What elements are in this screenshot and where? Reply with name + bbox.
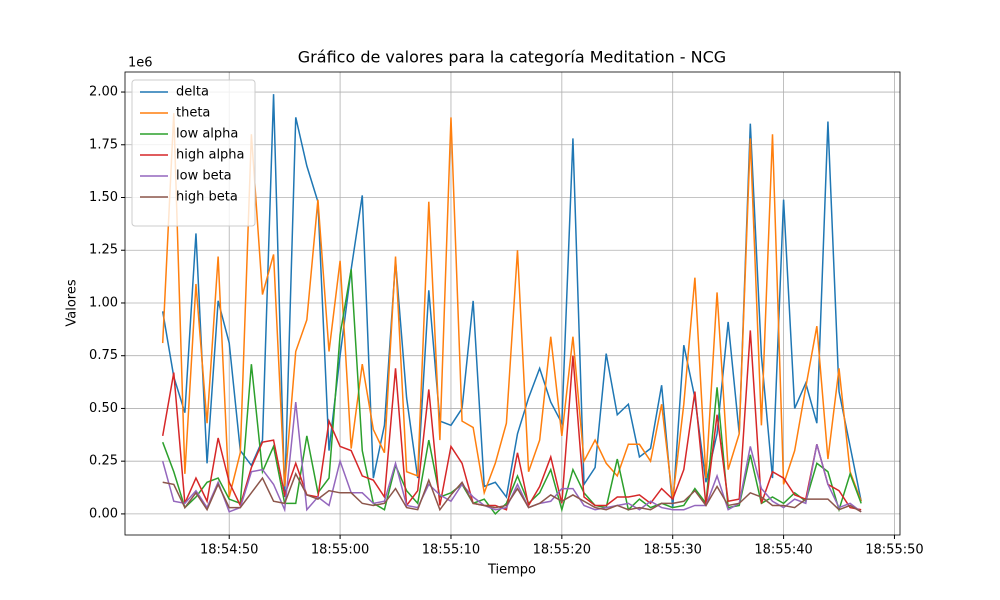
chart-title: Gráfico de valores para la categoría Med…: [298, 48, 726, 67]
y-tick-label: 0.25: [89, 454, 118, 469]
x-tick-label: 18:55:00: [311, 543, 369, 558]
x-tick-label: 18:55:20: [533, 543, 591, 558]
x-tick-label: 18:55:10: [422, 543, 480, 558]
y-tick-label: 1.00: [89, 295, 118, 310]
y-tick-label: 0.00: [89, 506, 118, 521]
y-offset-label: 1e6: [128, 56, 153, 71]
y-tick-label: 1.75: [89, 137, 118, 152]
line-series: [161, 330, 862, 511]
legend-box: [131, 79, 256, 227]
y-tick-label: 1.50: [89, 190, 118, 205]
y-tick-label: 0.75: [89, 348, 118, 363]
legend-label: theta: [176, 106, 210, 121]
x-tick-label: 18:55:50: [865, 543, 923, 558]
line-series: [162, 472, 862, 513]
line-series: [161, 113, 862, 502]
x-axis-label: Tiempo: [487, 563, 536, 578]
x-tick-label: 18:55:40: [754, 543, 812, 558]
axes-frame: [124, 71, 901, 536]
legend: delta theta low alpha high alpha low beta hig…: [131, 79, 256, 227]
legend-label: high beta: [176, 190, 238, 205]
line-series: [161, 269, 862, 516]
legend-label: low beta: [176, 169, 232, 184]
y-tick-label: 1.25: [89, 243, 118, 258]
y-axis-label: Valores: [65, 279, 80, 326]
x-tick-label: 18:54:50: [200, 543, 258, 558]
legend-label: delta: [176, 85, 209, 100]
x-tick-label: 18:55:30: [644, 543, 702, 558]
legend-label: high alpha: [176, 148, 245, 163]
legend-label: low alpha: [176, 127, 238, 142]
y-tick-label: 0.50: [89, 401, 118, 416]
y-tick-label: 2.00: [89, 85, 118, 100]
